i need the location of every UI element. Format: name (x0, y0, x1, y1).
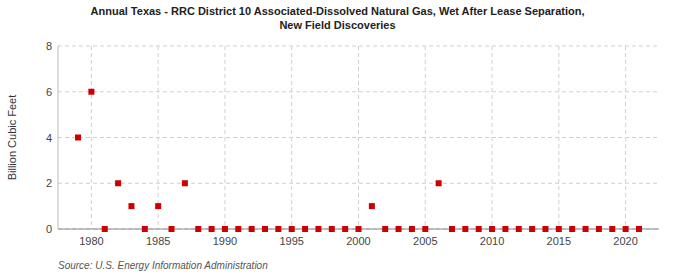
point (502, 226, 508, 232)
point (609, 226, 615, 232)
y-axis-line (58, 46, 59, 229)
point (529, 226, 535, 232)
point (315, 226, 321, 232)
point (369, 203, 375, 209)
point (556, 226, 562, 232)
point (436, 180, 442, 186)
x-grid-line (425, 46, 426, 229)
point (195, 226, 201, 232)
x-tick-label: 1980 (79, 235, 103, 247)
point (222, 226, 228, 232)
point (449, 226, 455, 232)
x-tick-label: 2005 (413, 235, 437, 247)
point (409, 226, 415, 232)
point (636, 226, 642, 232)
y-tick-label: 4 (46, 132, 52, 144)
point (289, 226, 295, 232)
y-tick-label: 0 (46, 223, 52, 235)
point (476, 226, 482, 232)
point (382, 226, 388, 232)
x-grid-line (625, 46, 626, 229)
point (462, 226, 468, 232)
y-tick-label: 2 (46, 177, 52, 189)
point (422, 226, 428, 232)
point (596, 226, 602, 232)
point (516, 226, 522, 232)
point (249, 226, 255, 232)
y-tick-label: 8 (46, 40, 52, 52)
point (128, 203, 134, 209)
point (342, 226, 348, 232)
point (182, 180, 188, 186)
x-grid-line (224, 46, 225, 229)
points (75, 89, 642, 232)
x-grid-line (158, 46, 159, 229)
point (155, 203, 161, 209)
point (542, 226, 548, 232)
title-line: Annual Texas - RRC District 10 Associate… (91, 5, 585, 17)
point (142, 226, 148, 232)
point (209, 226, 215, 232)
point (275, 226, 281, 232)
grid (58, 46, 659, 229)
x-tick-label: 2000 (346, 235, 370, 247)
point (235, 226, 241, 232)
point (115, 180, 121, 186)
x-tick-label: 2010 (480, 235, 504, 247)
point (75, 135, 81, 141)
y-tick-label: 6 (46, 86, 52, 98)
x-grid-line (91, 46, 92, 229)
point (623, 226, 629, 232)
x-grid-line (358, 46, 359, 229)
x-tick-label: 2020 (613, 235, 637, 247)
point (396, 226, 402, 232)
x-tick-label: 1985 (146, 235, 170, 247)
source: Source: U.S. Energy Information Administ… (58, 260, 268, 271)
title: Annual Texas - RRC District 10 Associate… (91, 5, 585, 31)
point (489, 226, 495, 232)
y-axis-label: Billion Cubic Feet (6, 95, 18, 181)
x-grid-line (558, 46, 559, 229)
x-grid-line (492, 46, 493, 229)
point (583, 226, 589, 232)
point (88, 89, 94, 95)
x-grid-line (291, 46, 292, 229)
title-line: New Field Discoveries (279, 19, 395, 31)
chart: Annual Texas - RRC District 10 Associate… (0, 0, 675, 275)
point (302, 226, 308, 232)
point (169, 226, 175, 232)
point (356, 226, 362, 232)
point (102, 226, 108, 232)
point (569, 226, 575, 232)
x-tick-label: 1995 (279, 235, 303, 247)
x-tick-label: 1990 (213, 235, 237, 247)
point (329, 226, 335, 232)
point (262, 226, 268, 232)
x-tick-label: 2015 (547, 235, 571, 247)
